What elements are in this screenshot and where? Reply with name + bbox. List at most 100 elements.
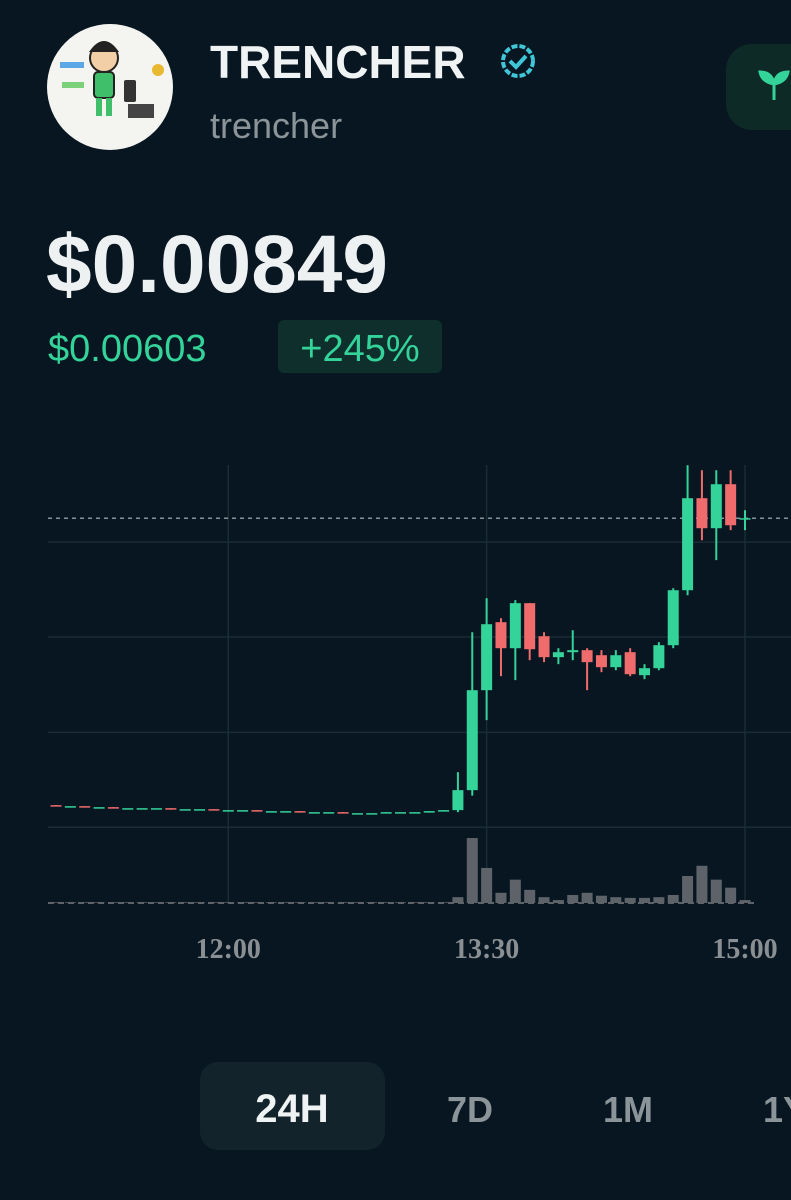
volume-bar [93,902,105,903]
candle-body [107,807,119,809]
candle-body [194,809,206,811]
candle-body [696,498,708,529]
volume-bar [237,902,249,903]
candle-body [495,622,507,649]
candle-body [452,790,464,811]
volume-bar [552,900,564,903]
change-badge [278,320,442,373]
candle-body [380,812,392,814]
tab-selected [200,1062,385,1150]
volume-bar [696,865,708,903]
volume-bar [409,902,421,903]
volume-bar [567,894,579,903]
candle-body [639,668,651,676]
volume-bar [667,894,679,903]
candle-body [337,812,349,814]
candle-body [438,810,450,812]
candle-body [323,812,335,814]
candle-body [50,805,62,807]
volume-bar [481,867,493,903]
volume-bar [64,902,76,903]
volume-bar [222,902,234,903]
action-button[interactable] [726,44,791,130]
candle-body [667,590,679,646]
volume-bar [423,902,435,903]
volume-bar [380,902,392,903]
x-tick-label: 12:00 [196,934,261,965]
volume-bar [595,895,607,903]
candle-body [237,810,249,812]
x-tick-label: 15:00 [712,934,777,965]
candle-body [581,650,593,663]
candle-body [208,809,220,811]
candle-body [165,808,177,810]
volume-bar [366,902,378,903]
volume-bar [395,902,406,903]
candle-body [466,690,478,791]
candle-body [251,810,263,812]
candle-body [538,636,550,658]
volume-bar [624,897,636,903]
volume-bar [639,897,651,903]
avatar [47,24,173,150]
candle-body [150,808,162,810]
candle-body [64,806,76,808]
volume-bar [581,892,593,903]
volume-bar [509,879,521,903]
candle-body [136,808,148,810]
candle-body [710,484,722,529]
candle-body [509,603,521,649]
volume-bar [50,902,62,903]
candle-body [595,655,607,668]
candle-body [552,652,564,658]
x-tick-label: 13:30 [454,934,519,965]
volume-bar [538,897,550,903]
candle-body [351,813,363,815]
volume-bar [308,902,320,903]
volume-bar [337,902,349,903]
tab[interactable]: 24H [255,1087,328,1131]
candle-body [179,809,191,811]
volume-bar [495,892,507,903]
candle-body [366,813,378,815]
volume-bar [323,902,335,903]
candle-body [265,811,277,813]
volume-bar [739,900,751,903]
candle-body [567,650,579,653]
token-handle: trencher [210,105,342,146]
volume-bar [280,902,292,903]
candle-body [624,652,636,675]
candle-body [423,811,435,813]
volume-bar [208,902,220,903]
candle-body [395,812,406,814]
volume-bar [452,897,464,903]
candle-body [524,603,536,650]
volume-bar [122,902,134,903]
tab[interactable]: 1Y [763,1089,791,1130]
candle-body [653,645,665,669]
volume-bar [351,902,363,903]
volume-bar [265,902,277,903]
candle-body [79,806,91,808]
candle-body [682,498,694,591]
candle-body [725,484,737,526]
volume-bar [179,902,191,903]
candle-body [610,655,622,668]
volume-bar [150,902,162,903]
volume-bar [653,897,665,903]
volume-bar [682,875,694,903]
volume-bar [251,902,263,903]
volume-bar [725,887,737,903]
candle-body [222,810,234,812]
tab[interactable]: 1M [603,1089,653,1130]
change-percent: +245% [300,328,419,370]
volume-bar [610,897,622,903]
tab[interactable]: 7D [447,1089,493,1130]
volume-bar [165,902,177,903]
token-name: TRENCHER [210,36,466,88]
volume-bar [438,902,450,903]
candle-body [409,812,421,814]
volume-bar [136,902,148,903]
